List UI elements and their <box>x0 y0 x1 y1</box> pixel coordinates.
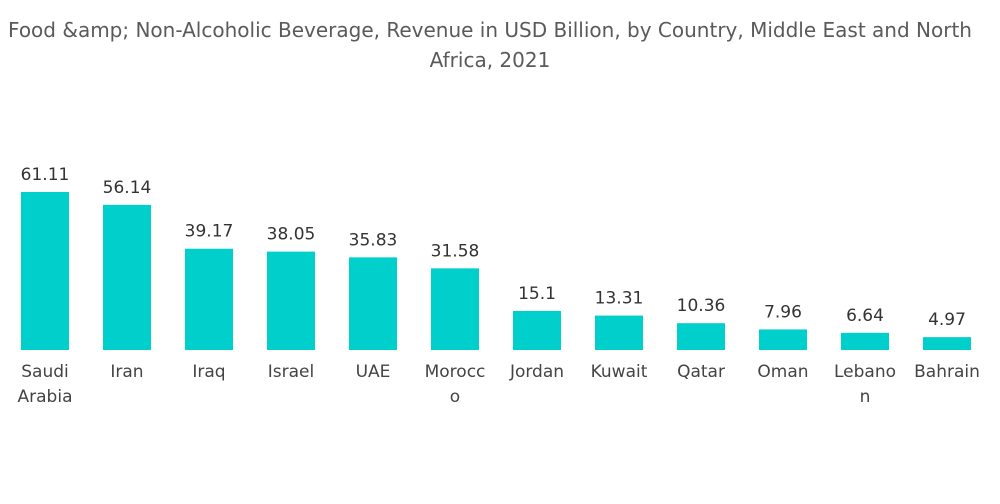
bar-saudi-arabia <box>21 192 69 350</box>
category-axis-labels: Saudi Arabia Iran Iraq Israel UAE Morocc o Jorda… <box>18 362 980 407</box>
value-label: 61.11 <box>21 165 70 185</box>
value-label: 4.97 <box>928 310 966 330</box>
category-tick-label: Iraq <box>192 362 225 382</box>
category-tick-label: Morocc <box>425 362 486 382</box>
category-tick-label: Iran <box>110 362 143 382</box>
category-tick-label: Jordan <box>509 362 564 382</box>
category-tick-label: UAE <box>356 362 391 382</box>
value-label: 15.1 <box>518 284 556 304</box>
category-tick-label: o <box>450 387 460 407</box>
chart-title: Food &amp; Non-Alcoholic Beverage, Reven… <box>8 18 972 72</box>
chart-title-line-1: Food &amp; Non-Alcoholic Beverage, Reven… <box>8 18 972 42</box>
category-tick-label: Bahrain <box>914 362 980 382</box>
value-label: 35.83 <box>349 230 398 250</box>
value-label: 7.96 <box>764 302 802 322</box>
category-tick-label: Arabia <box>18 387 73 407</box>
value-label: 39.17 <box>185 222 234 242</box>
category-tick-label: n <box>860 387 871 407</box>
bar-morocco <box>431 268 479 350</box>
value-label: 10.36 <box>677 296 726 316</box>
value-labels: 61.11 56.14 39.17 38.05 35.83 31.58 15.1 13.31 1… <box>21 165 966 330</box>
bar-uae <box>349 257 397 350</box>
chart-title-line-2: Africa, 2021 <box>430 48 551 72</box>
value-label: 38.05 <box>267 225 316 245</box>
bar-iraq <box>185 248 233 350</box>
value-label: 31.58 <box>431 241 480 261</box>
value-label: 56.14 <box>103 178 152 198</box>
category-tick-label: Oman <box>757 362 808 382</box>
category-tick-label: Saudi <box>21 362 69 382</box>
value-label: 13.31 <box>595 289 644 309</box>
bar-oman <box>759 329 807 350</box>
bar-lebanon <box>841 332 889 350</box>
category-tick-label: Israel <box>268 362 314 382</box>
bar-bahrain <box>923 337 971 350</box>
bar-jordan <box>513 310 561 350</box>
category-tick-label: Qatar <box>677 362 725 382</box>
bar-kuwait <box>595 315 643 350</box>
bar-qatar <box>677 323 725 350</box>
value-label: 6.64 <box>846 306 884 326</box>
category-tick-label: Kuwait <box>591 362 648 382</box>
bar-iran <box>103 204 151 350</box>
bar-israel <box>267 251 315 350</box>
category-tick-label: Lebano <box>834 362 896 382</box>
bar-series <box>21 192 971 350</box>
